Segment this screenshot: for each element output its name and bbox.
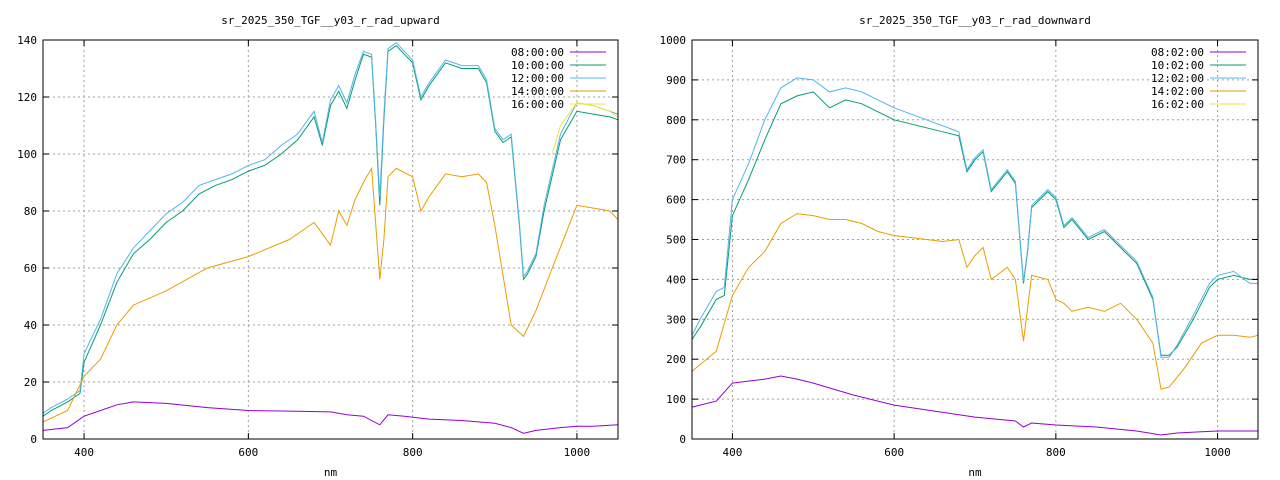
legend-label: 16:02:00 [1151, 98, 1204, 111]
x-tick-label: 1000 [564, 446, 591, 459]
x-tick-label: 800 [1046, 446, 1066, 459]
y-tick-label: 80 [24, 205, 37, 218]
x-tick-label: 600 [238, 446, 258, 459]
series-line-10:02:00 [691, 91, 1258, 356]
x-tick-label: 800 [403, 446, 423, 459]
y-tick-label: 400 [666, 273, 686, 286]
x-tick-label: 400 [722, 446, 742, 459]
legend-label: 08:02:00 [1151, 46, 1204, 59]
series-line-14:00:00 [42, 166, 619, 423]
y-tick-label: 600 [666, 194, 686, 207]
legend-label: 16:00:00 [511, 98, 564, 111]
series-line-08:02:00 [691, 375, 1258, 436]
y-tick-label: 60 [24, 262, 37, 275]
y-tick-label: 100 [17, 148, 37, 161]
legend-label: 14:00:00 [511, 85, 564, 98]
x-tick-label: 400 [74, 446, 94, 459]
chart-title: sr_2025_350_TGF__y03_r_rad_upward [221, 14, 440, 27]
y-tick-label: 1000 [660, 34, 687, 47]
y-tick-label: 900 [666, 74, 686, 87]
y-tick-label: 20 [24, 376, 37, 389]
series-line-08:00:00 [42, 401, 619, 434]
series-line-12:00:00 [42, 42, 619, 414]
x-tick-label: 1000 [1204, 446, 1231, 459]
y-tick-label: 0 [30, 433, 37, 446]
legend-label: 08:00:00 [511, 46, 564, 59]
y-tick-label: 100 [666, 393, 686, 406]
legend-label: 12:00:00 [511, 72, 564, 85]
plot-frame [42, 39, 619, 440]
legend-label: 10:02:00 [1151, 59, 1204, 72]
x-axis-label: nm [324, 466, 338, 479]
series-line-12:02:00 [691, 77, 1258, 358]
y-tick-label: 200 [666, 353, 686, 366]
y-tick-label: 40 [24, 319, 37, 332]
legend-label: 12:02:00 [1151, 72, 1204, 85]
y-tick-label: 0 [679, 433, 686, 446]
y-tick-label: 500 [666, 234, 686, 247]
y-tick-label: 800 [666, 114, 686, 127]
y-tick-label: 700 [666, 154, 686, 167]
series-line-14:02:00 [691, 213, 1259, 390]
y-tick-label: 140 [17, 34, 37, 47]
legend-label: 14:02:00 [1151, 85, 1204, 98]
y-tick-label: 120 [17, 91, 37, 104]
chart-2: sr_2025_350_TGF__y03_r_rad_downward 400 60… [660, 14, 1259, 479]
legend-label: 10:00:00 [511, 59, 564, 72]
x-axis-label: nm [968, 466, 982, 479]
x-tick-label: 600 [884, 446, 904, 459]
y-tick-label: 300 [666, 313, 686, 326]
chart-title: sr_2025_350_TGF__y03_r_rad_downward [859, 14, 1091, 27]
